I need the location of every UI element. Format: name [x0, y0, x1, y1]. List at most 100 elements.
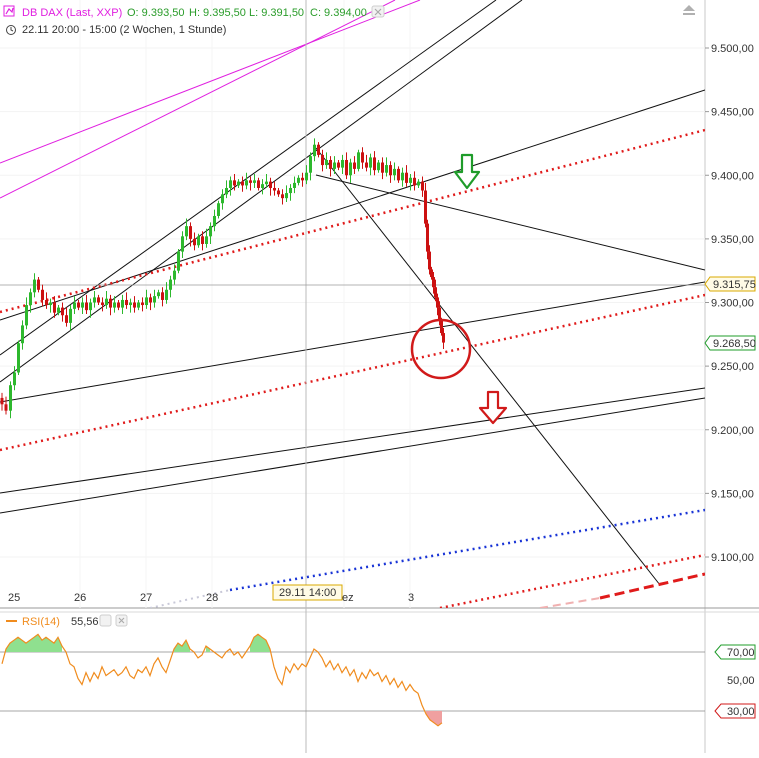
candle-body[interactable] [4, 404, 8, 411]
green-arrow-down-icon[interactable] [453, 153, 481, 190]
candle-body[interactable] [0, 397, 4, 405]
price-axis[interactable]: 9.500,00 9.450,00 9.400,00 9.350,00 9.300,00… [705, 43, 754, 564]
candle-body[interactable] [253, 180, 256, 183]
candle-body[interactable] [229, 180, 232, 188]
candle-body[interactable] [249, 180, 252, 183]
candle-body[interactable] [113, 302, 116, 308]
candle-body[interactable] [97, 297, 100, 303]
candle-body[interactable] [193, 238, 196, 246]
candle-body[interactable] [57, 307, 60, 313]
candle-body[interactable] [101, 302, 104, 306]
candle-body[interactable] [9, 385, 12, 411]
candle-body[interactable] [285, 193, 288, 199]
candlestick-series[interactable] [0, 138, 446, 419]
candle-body[interactable] [65, 315, 68, 323]
candle-body[interactable] [177, 251, 180, 271]
candle-body[interactable] [389, 165, 392, 176]
candle-body[interactable] [261, 184, 264, 188]
candle-body[interactable] [237, 181, 240, 186]
candle-body[interactable] [265, 181, 268, 185]
candle-body[interactable] [173, 270, 176, 280]
trendline-lower-channel-top[interactable] [0, 281, 705, 403]
candle-body[interactable] [141, 302, 144, 306]
candle-body[interactable] [21, 325, 24, 344]
candle-body[interactable] [289, 187, 292, 194]
candle-body[interactable] [37, 279, 40, 290]
red-dotted-line-upper[interactable] [0, 128, 705, 314]
candle-body[interactable] [221, 194, 224, 204]
candle-body[interactable] [269, 181, 272, 188]
candle-body[interactable] [397, 168, 400, 181]
candle-body[interactable] [185, 226, 188, 237]
highlight-circle[interactable] [410, 318, 472, 380]
red-dotted-line-middle[interactable] [0, 293, 705, 452]
rsi-line[interactable] [1, 633, 443, 727]
candle-body[interactable] [45, 299, 48, 306]
candle-body[interactable] [413, 177, 416, 186]
candle-body[interactable] [353, 162, 356, 169]
candle-body[interactable] [85, 302, 88, 311]
magenta-channel-line-upper[interactable] [0, 0, 421, 164]
trendline-lower-channel-bottom[interactable] [0, 397, 705, 514]
candle-body[interactable] [133, 302, 136, 308]
candle-body[interactable] [341, 159, 344, 168]
candle-body[interactable] [213, 215, 216, 227]
candle-body[interactable] [137, 302, 140, 308]
candle-body[interactable] [321, 154, 324, 166]
candle-body[interactable] [225, 187, 228, 195]
candle-body[interactable] [369, 157, 372, 168]
candle-body[interactable] [209, 226, 212, 237]
candle-body[interactable] [297, 177, 300, 183]
candle-body[interactable] [426, 223, 429, 252]
candle-body[interactable] [121, 299, 124, 308]
trendline-down-steep[interactable] [315, 147, 661, 586]
candle-body[interactable] [153, 296, 156, 303]
candle-body[interactable] [241, 181, 244, 186]
candle-body[interactable] [281, 194, 284, 199]
candle-body[interactable] [401, 172, 404, 181]
candle-body[interactable] [417, 181, 420, 186]
red-dashed-line[interactable] [599, 572, 705, 600]
candle-body[interactable] [181, 236, 184, 252]
candle-body[interactable] [381, 162, 384, 173]
candle-body[interactable] [25, 305, 28, 326]
candle-body[interactable] [393, 168, 396, 176]
candle-body[interactable] [49, 302, 52, 306]
candle-body[interactable] [257, 180, 260, 188]
candle-body[interactable] [405, 172, 408, 183]
candle-body[interactable] [41, 289, 44, 300]
candle-body[interactable] [421, 181, 424, 191]
scroll-up-icon[interactable] [683, 5, 695, 11]
candle-body[interactable] [436, 297, 439, 308]
candle-body[interactable] [424, 190, 427, 224]
candle-body[interactable] [277, 190, 280, 195]
candle-body[interactable] [13, 372, 16, 386]
rsi-settings-button[interactable] [99, 614, 112, 627]
candle-body[interactable] [205, 236, 208, 244]
candle-body[interactable] [317, 144, 320, 155]
candle-body[interactable] [33, 279, 36, 293]
trendline-falling[interactable] [315, 174, 705, 271]
rsi-panel[interactable]: RSI(14) 55,56 70,00 50,00 30,00 [0, 614, 756, 727]
time-axis[interactable]: 25 26 27 28 ez 3 29.11 14:00 [8, 584, 414, 604]
candle-body[interactable] [69, 308, 72, 323]
candle-body[interactable] [428, 251, 431, 270]
candle-body[interactable] [430, 269, 433, 278]
candle-body[interactable] [273, 187, 276, 191]
candle-body[interactable] [305, 172, 308, 181]
candle-body[interactable] [337, 162, 340, 168]
candle-body[interactable] [81, 302, 84, 308]
candle-body[interactable] [129, 302, 132, 306]
candle-body[interactable] [197, 236, 200, 246]
candle-body[interactable] [333, 162, 336, 169]
candle-body[interactable] [442, 333, 445, 343]
candle-body[interactable] [233, 180, 236, 186]
candle-body[interactable] [105, 298, 108, 306]
candle-body[interactable] [313, 144, 316, 157]
candle-body[interactable] [189, 226, 192, 239]
candle-body[interactable] [217, 203, 220, 216]
trendline-lower-channel-mid[interactable] [0, 387, 705, 494]
candle-body[interactable] [17, 343, 20, 373]
candle-body[interactable] [89, 302, 92, 311]
